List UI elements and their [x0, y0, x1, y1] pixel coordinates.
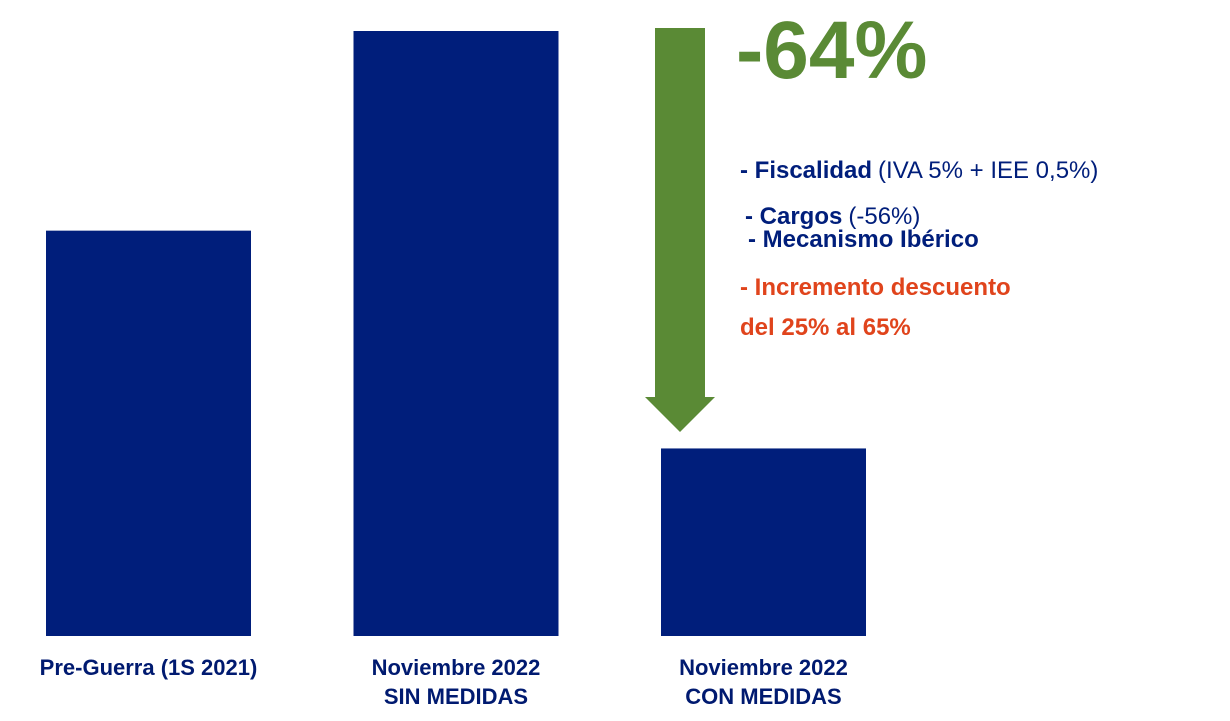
highlight: - Incremento descuento	[740, 274, 1011, 301]
x-tick-label: SIN MEDIDAS	[384, 684, 528, 709]
item: - Mecanismo Ibérico	[748, 226, 979, 253]
item: - Cargos (-56%)	[745, 203, 920, 230]
item-strong: - Fiscalidad	[740, 157, 872, 184]
x-tick-label: Noviembre 2022	[372, 655, 541, 680]
item-text: (-56%)	[848, 203, 920, 230]
highlight: del 25% al 65%	[740, 314, 911, 341]
item-text: (IVA 5% + IEE 0,5%)	[878, 157, 1098, 184]
reduction-arrow	[645, 28, 715, 432]
bar	[353, 31, 559, 636]
x-tick-label: Pre-Guerra (1S 2021)	[40, 655, 258, 680]
bar	[661, 448, 866, 636]
item: - Fiscalidad (IVA 5% + IEE 0,5%)	[740, 157, 1098, 184]
item-strong: - Mecanismo Ibérico	[748, 226, 979, 253]
bar	[46, 230, 251, 636]
headline: -64%	[736, 5, 927, 96]
item-strong: - Cargos	[745, 203, 842, 230]
x-tick-label: Noviembre 2022	[679, 655, 848, 680]
x-tick-label: CON MEDIDAS	[685, 684, 841, 709]
